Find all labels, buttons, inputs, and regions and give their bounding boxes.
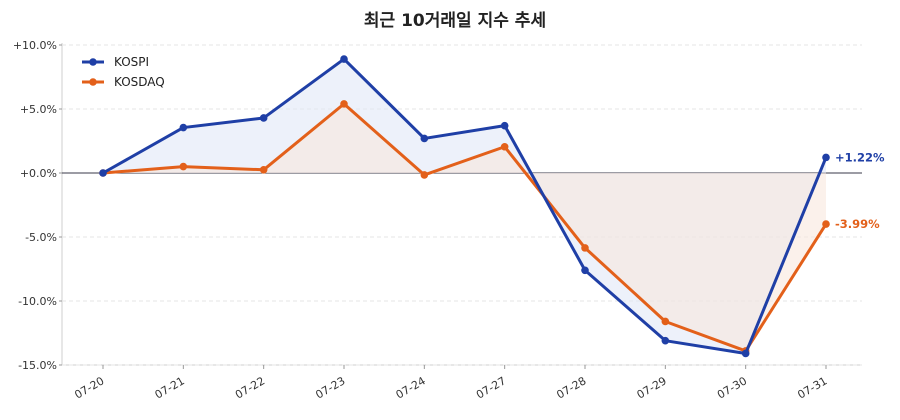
data-point-kosdaq: [259, 166, 268, 174]
data-point-kosdaq: [420, 171, 429, 179]
data-point-kospi: [259, 114, 268, 122]
y-tick-label: +5.0%: [20, 103, 57, 116]
legend: KOSPI KOSDAQ: [82, 55, 165, 89]
legend-marker-kosdaq: [89, 78, 97, 86]
data-point-kospi: [741, 349, 750, 358]
data-point-kosdaq: [822, 220, 830, 228]
y-tick-label: -5.0%: [25, 231, 57, 244]
data-point-kospi: [340, 55, 348, 63]
data-point-kospi: [420, 134, 429, 143]
data-point-kospi: [661, 336, 670, 345]
data-point-kospi: [99, 169, 107, 177]
data-point-kosdaq: [500, 142, 509, 151]
data-point-kosdaq: [661, 317, 670, 326]
y-tick-label: +10.0%: [13, 39, 57, 52]
legend-marker-kospi: [89, 58, 97, 66]
data-point-kospi: [581, 266, 589, 275]
data-point-kospi: [822, 153, 830, 162]
series-line-kosdaq: [101, 102, 828, 353]
data-point-kosdaq: [340, 100, 348, 108]
y-tick-label: +0.0%: [20, 167, 57, 180]
y-tick-label: -10.0%: [18, 295, 57, 308]
series-area-kosdaq: [103, 103, 826, 351]
legend-label-kosdaq: KOSDAQ: [114, 75, 165, 89]
data-point-kosdaq: [581, 244, 589, 252]
data-point-kosdaq: [179, 162, 188, 171]
data-point-kospi: [179, 123, 188, 132]
end-label-kospi: +1.22%: [835, 150, 885, 164]
plot-area: +10.0% +5.0% +0.0% -5.0% -10.0% -15.0% -3.99% +…: [13, 39, 885, 402]
data-point-kospi: [500, 121, 509, 130]
y-tick-label: -15.0%: [18, 359, 57, 372]
end-label-kosdaq: -3.99%: [835, 217, 880, 231]
legend-label-kospi: KOSPI: [114, 55, 149, 69]
chart-title: 최근 10거래일 지수 추세: [364, 11, 546, 31]
series-line-kospi: [101, 57, 828, 355]
